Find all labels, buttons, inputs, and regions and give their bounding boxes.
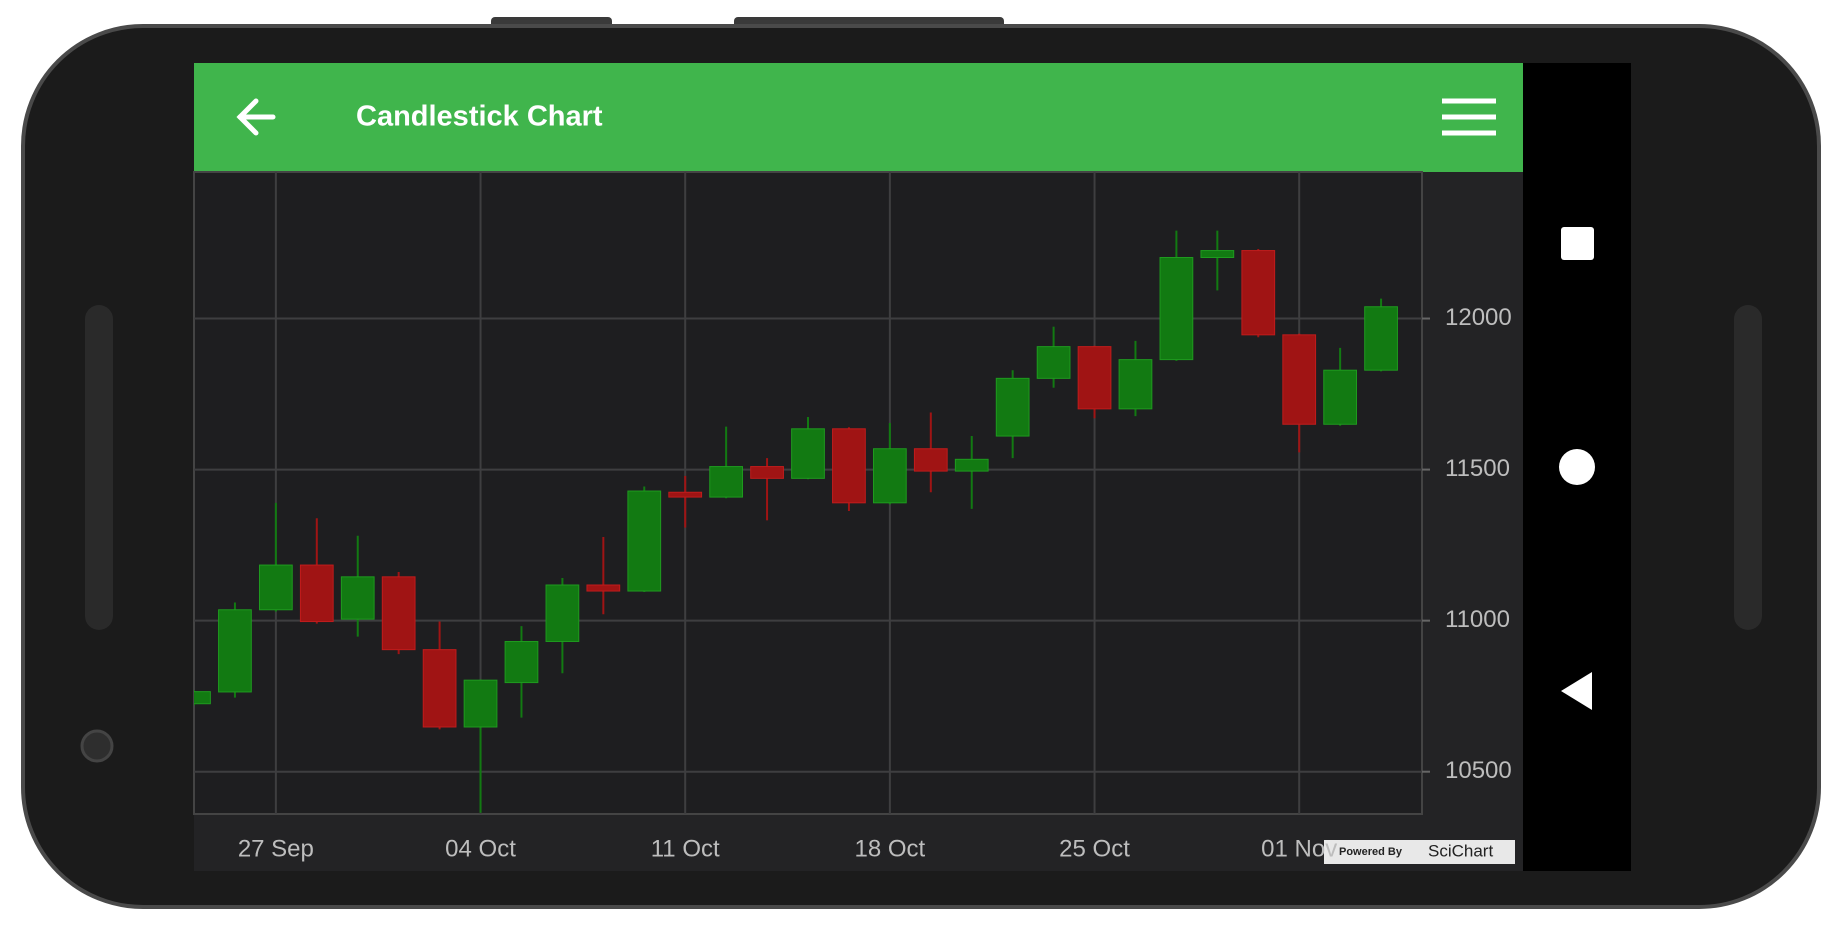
candle-body (668, 491, 703, 498)
candle-body (995, 377, 1030, 437)
candle-body (750, 466, 784, 479)
app-bar (194, 63, 1523, 172)
candle-body (1282, 334, 1317, 425)
back-button[interactable] (236, 98, 276, 136)
watermark-prefix: Powered By (1339, 846, 1403, 858)
x-tick-label: 11 Oct (651, 835, 720, 862)
candle-body (1323, 369, 1358, 425)
x-tick-label: 27 Sep (238, 835, 314, 862)
candle-body (586, 584, 621, 592)
camera (80, 729, 114, 763)
candle-body (299, 564, 334, 623)
candle-body (545, 584, 580, 642)
candle-body (422, 649, 457, 728)
y-tick-label: 12000 (1445, 304, 1512, 331)
x-tick-label: 01 Nov (1261, 835, 1337, 862)
speaker-left (85, 305, 113, 630)
plot-area (193, 171, 1423, 815)
watermark-brand: SciChart (1428, 841, 1493, 860)
candle-body (381, 576, 416, 651)
watermark-bg (1324, 840, 1515, 864)
y-tick-label: 11500 (1445, 455, 1510, 482)
candle-body (832, 428, 866, 504)
candle-body (340, 576, 375, 620)
x-tick-label: 18 Oct (855, 835, 926, 862)
candle-body (872, 448, 907, 504)
candle-body (954, 458, 989, 472)
candle-body (627, 490, 662, 592)
candle-body (1200, 250, 1235, 258)
home-button[interactable] (1559, 449, 1595, 485)
candle-body (1241, 250, 1276, 336)
speaker-right (1734, 305, 1762, 630)
x-tick-label: 25 Oct (1059, 835, 1130, 862)
x-tick-label: 04 Oct (445, 835, 516, 862)
candle-body (1159, 256, 1194, 361)
nav-back-button[interactable] (1561, 672, 1592, 710)
candle-body (194, 691, 211, 705)
candle-body (504, 640, 539, 684)
y-tick-label: 10500 (1445, 757, 1512, 784)
recents-button[interactable] (1561, 227, 1594, 260)
candle-body (463, 679, 498, 728)
app-title: Candlestick Chart (356, 101, 603, 133)
candle-body (1364, 306, 1398, 371)
y-tick-label: 11000 (1445, 606, 1510, 633)
candle-body (791, 428, 825, 479)
candle-body (1077, 346, 1112, 410)
candle-body (258, 564, 293, 611)
candle-body (1036, 346, 1071, 379)
menu-button[interactable] (1442, 98, 1496, 136)
candle-body (1118, 359, 1153, 410)
candle-body (709, 466, 744, 498)
candle-body (218, 609, 252, 693)
candle-body (913, 448, 948, 472)
